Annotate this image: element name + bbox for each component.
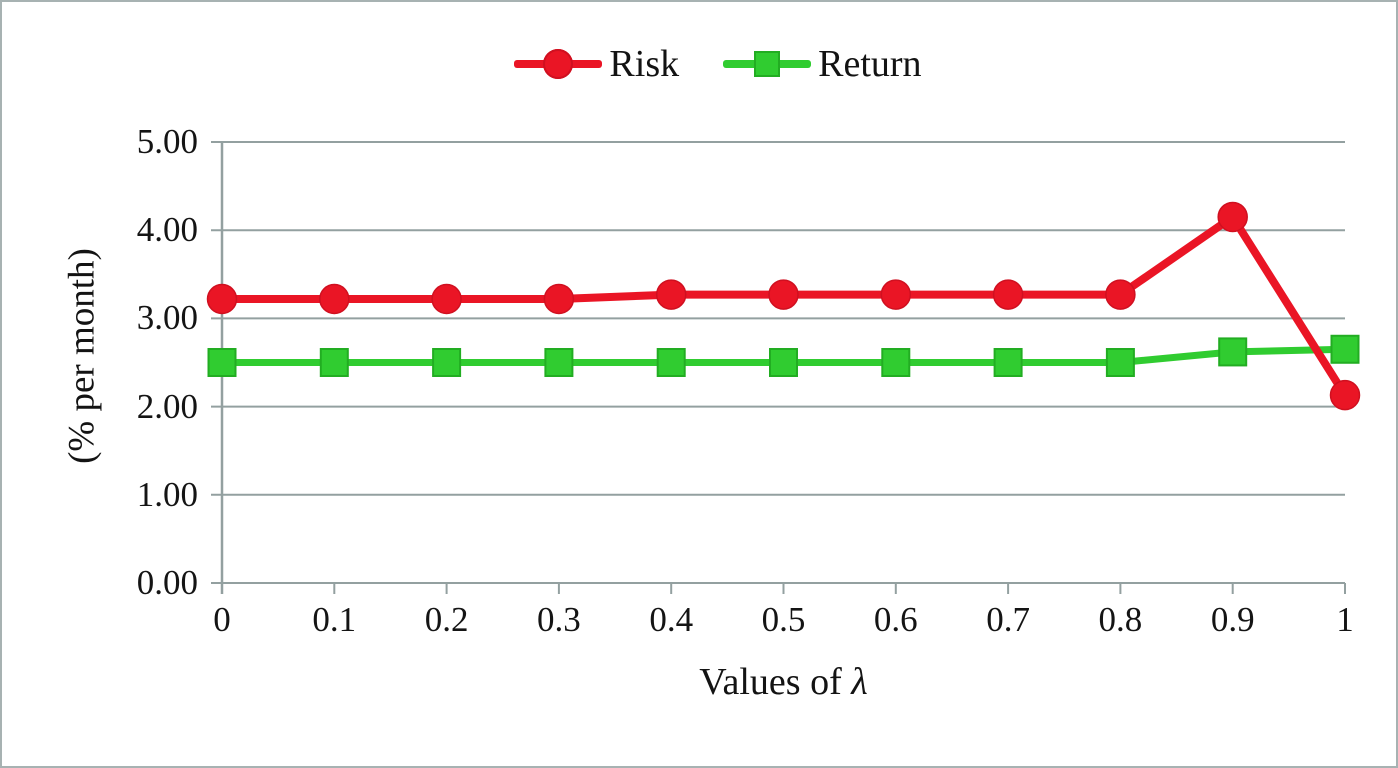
data-point-risk	[1329, 379, 1361, 411]
y-tick-label: 1.00	[136, 474, 198, 514]
data-point-return	[656, 348, 686, 377]
legend-item-risk: Risk	[514, 42, 679, 86]
data-point-risk	[768, 279, 799, 310]
data-point-return	[1330, 334, 1360, 364]
legend-label-return: Return	[818, 43, 922, 85]
data-point-risk	[992, 279, 1024, 310]
y-axis-title: (% per month)	[61, 248, 103, 464]
legend: Risk Return	[2, 38, 1396, 90]
data-point-return	[207, 348, 237, 377]
data-point-risk	[319, 283, 350, 315]
y-tick-label: 0.00	[136, 563, 198, 602]
return-line-marker-icon	[723, 47, 812, 81]
data-point-return	[881, 348, 911, 377]
data-point-risk	[880, 279, 912, 310]
data-point-risk	[655, 279, 687, 310]
data-point-risk	[431, 283, 462, 315]
data-point-return	[1218, 337, 1248, 367]
data-point-risk	[1217, 201, 1248, 233]
y-tick-label: 4.00	[136, 210, 198, 250]
x-tick-label: 0.2	[424, 600, 469, 639]
legend-item-return: Return	[723, 42, 922, 86]
x-axis-title-text: Values of	[699, 661, 852, 703]
data-point-return	[319, 348, 349, 377]
y-tick-label: 5.00	[136, 122, 198, 161]
data-point-return	[544, 348, 574, 377]
x-tick-label: 0.4	[649, 600, 694, 639]
data-point-risk	[206, 283, 238, 315]
x-tick-label: 0.5	[761, 600, 806, 639]
x-tick-label: 0.8	[1098, 600, 1143, 639]
x-tick-label: 1	[1336, 600, 1354, 639]
x-tick-label: 0.6	[873, 600, 918, 639]
x-tick-label: 0.3	[537, 600, 581, 639]
data-point-return	[1105, 348, 1135, 377]
y-tick-label: 2.00	[136, 386, 198, 426]
data-point-return	[769, 348, 798, 377]
data-point-return	[993, 348, 1023, 377]
x-axis-title: Values of λ	[222, 660, 1345, 704]
data-point-risk	[543, 283, 575, 315]
legend-label-risk: Risk	[609, 43, 680, 85]
data-point-risk	[1105, 279, 1136, 310]
x-tick-label: 0.1	[312, 600, 357, 639]
data-point-return	[432, 348, 462, 377]
lambda-symbol: λ	[851, 661, 868, 703]
risk-line-marker-icon	[514, 47, 603, 81]
x-tick-label: 0	[213, 600, 231, 639]
y-tick-label: 3.00	[136, 298, 198, 338]
x-tick-label: 0.7	[986, 600, 1030, 639]
x-tick-label: 0.9	[1210, 600, 1255, 639]
